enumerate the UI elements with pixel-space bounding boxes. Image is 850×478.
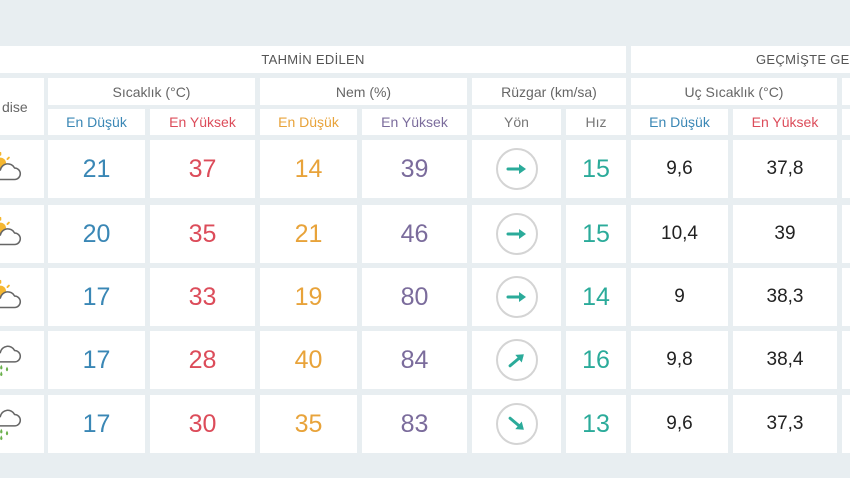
- wind-direction-arrow-icon: [495, 213, 538, 255]
- humidity-max-value: 39: [362, 140, 467, 198]
- extra-cell: [842, 331, 850, 389]
- wind-direction-cell: [472, 395, 561, 453]
- history-max-value: 39: [733, 205, 837, 263]
- wind-direction-arrow-icon: [495, 403, 538, 445]
- temp-max-value: 28: [150, 331, 255, 389]
- wind-direction-cell: [472, 331, 561, 389]
- wind-speed-value: 15: [566, 140, 626, 198]
- rain-cloud-icon: [0, 341, 26, 379]
- wind-direction-arrow-icon: [495, 148, 538, 190]
- history-min-value: 9,6: [631, 395, 728, 453]
- humidity-max-value: 84: [362, 331, 467, 389]
- history-min-value: 9: [631, 268, 728, 326]
- extra-header-cell: [842, 109, 850, 135]
- wind-direction-cell: [472, 140, 561, 198]
- humidity-min-value: 40: [260, 331, 357, 389]
- wind-speed-value: 13: [566, 395, 626, 453]
- wind-speed-value: 16: [566, 331, 626, 389]
- temp-max-value: 37: [150, 140, 255, 198]
- history-max-value: 37,3: [733, 395, 837, 453]
- humidity-min-header: En Düşük: [260, 109, 357, 135]
- condition-header: dise: [0, 78, 44, 135]
- history-min-value: 9,6: [631, 140, 728, 198]
- humidity-max-header: En Yüksek: [362, 109, 467, 135]
- history-max-value: 37,8: [733, 140, 837, 198]
- extra-cell: [842, 395, 850, 453]
- temp-max-value: 33: [150, 268, 255, 326]
- history-max-header: En Yüksek: [733, 109, 837, 135]
- wind-speed-header: Hız: [566, 109, 626, 135]
- history-group-header: GEÇMİŞTE GE: [631, 46, 850, 73]
- wind-direction-header: Yön: [472, 109, 561, 135]
- wind-direction-cell: [472, 268, 561, 326]
- forecast-group-header: TAHMİN EDİLEN: [0, 46, 626, 73]
- extreme-temp-header: Uç Sıcaklık (°C): [631, 78, 837, 105]
- history-min-value: 9,8: [631, 331, 728, 389]
- wind-speed-value: 15: [566, 205, 626, 263]
- history-max-value: 38,4: [733, 331, 837, 389]
- temp-min-value: 21: [48, 140, 145, 198]
- extra-cell: [842, 140, 850, 198]
- humidity-max-value: 80: [362, 268, 467, 326]
- temp-max-value: 30: [150, 395, 255, 453]
- wind-direction-arrow-icon: [495, 276, 538, 318]
- wind-direction-arrow-icon: [495, 339, 538, 381]
- temp-max-header: En Yüksek: [150, 109, 255, 135]
- humidity-max-value: 83: [362, 395, 467, 453]
- humidity-header: Nem (%): [260, 78, 467, 105]
- temp-min-value: 20: [48, 205, 145, 263]
- wind-direction-cell: [472, 205, 561, 263]
- extra-cell: [842, 205, 850, 263]
- weather-condition-cell: [0, 205, 44, 263]
- humidity-min-value: 19: [260, 268, 357, 326]
- humidity-min-value: 21: [260, 205, 357, 263]
- partly-cloudy-icon: [0, 150, 26, 188]
- extra-header-cell: [842, 78, 850, 105]
- history-max-value: 38,3: [733, 268, 837, 326]
- extra-cell: [842, 268, 850, 326]
- partly-cloudy-icon: [0, 215, 26, 253]
- humidity-min-value: 35: [260, 395, 357, 453]
- temp-min-value: 17: [48, 395, 145, 453]
- temp-min-value: 17: [48, 268, 145, 326]
- rain-cloud-icon: [0, 405, 26, 443]
- humidity-max-value: 46: [362, 205, 467, 263]
- weather-condition-cell: [0, 331, 44, 389]
- humidity-min-value: 14: [260, 140, 357, 198]
- wind-speed-value: 14: [566, 268, 626, 326]
- weather-condition-cell: [0, 268, 44, 326]
- partly-cloudy-icon: [0, 278, 26, 316]
- history-min-header: En Düşük: [631, 109, 728, 135]
- history-min-value: 10,4: [631, 205, 728, 263]
- wind-header: Rüzgar (km/sa): [472, 78, 626, 105]
- temp-min-value: 17: [48, 331, 145, 389]
- temperature-header: Sıcaklık (°C): [48, 78, 255, 105]
- temp-min-header: En Düşük: [48, 109, 145, 135]
- weather-condition-cell: [0, 140, 44, 198]
- temp-max-value: 35: [150, 205, 255, 263]
- weather-condition-cell: [0, 395, 44, 453]
